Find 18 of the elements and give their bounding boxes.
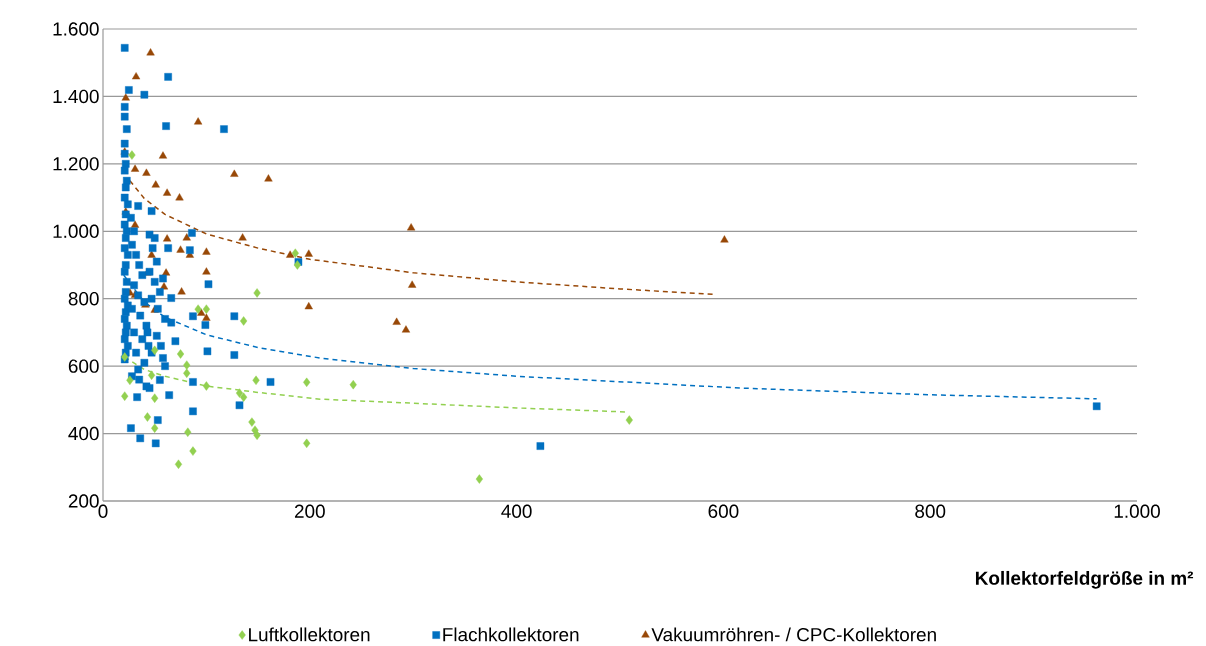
x-tick-label: 800 <box>915 504 946 518</box>
legend-label: Luftkollektoren <box>249 627 370 642</box>
y-tick-label: 1.000 <box>53 224 99 238</box>
x-axis-title: Kollektorfeldgröße in m² <box>975 570 1194 589</box>
y-tick-label: 1.200 <box>53 157 99 171</box>
y-tick-label: 600 <box>68 359 99 373</box>
y-tick-label: 200 <box>68 494 99 508</box>
x-tick-label: 0 <box>98 504 108 518</box>
y-tick-label: 400 <box>68 426 99 441</box>
x-tick-label: 600 <box>708 504 739 518</box>
x-tick-label: 200 <box>294 504 325 518</box>
legend-label: Flachkollektoren <box>443 627 579 642</box>
y-tick-label: 1.600 <box>53 22 99 36</box>
legend-label: Vakuumröhren- / CPC-Kollektoren <box>651 627 936 642</box>
x-tick-label: 1.000 <box>1114 504 1160 518</box>
y-tick-label: 800 <box>68 292 99 306</box>
y-tick-label: 1.400 <box>53 89 99 104</box>
x-tick-label: 400 <box>501 504 532 518</box>
